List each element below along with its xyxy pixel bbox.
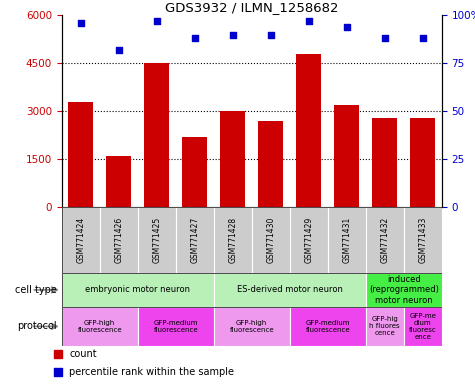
Bar (258, 121, 283, 207)
Bar (100, 207, 138, 273)
Point (153, 18, 161, 24)
Bar (410, 118, 435, 207)
Text: GSM771424: GSM771424 (76, 217, 85, 263)
Text: GFP-medium
fluorescence: GFP-medium fluorescence (305, 320, 350, 333)
Point (419, 35, 427, 41)
Text: percentile rank within the sample: percentile rank within the sample (69, 366, 234, 377)
Bar (366, 207, 404, 273)
Point (54, 369, 62, 375)
Text: induced
(reprogrammed)
motor neuron: induced (reprogrammed) motor neuron (369, 275, 439, 305)
Bar (252, 207, 290, 273)
Bar (290, 207, 328, 273)
Bar (62, 273, 214, 307)
Bar (182, 137, 207, 207)
Text: GSM771427: GSM771427 (190, 217, 199, 263)
Text: GFP-medium
fluorescence: GFP-medium fluorescence (153, 320, 198, 333)
Bar (214, 273, 366, 307)
Text: GFP-high
fluorescence: GFP-high fluorescence (229, 320, 274, 333)
Bar (290, 307, 366, 346)
Point (381, 35, 389, 41)
Text: GSM771431: GSM771431 (342, 217, 351, 263)
Point (191, 35, 199, 41)
Text: GSM771425: GSM771425 (152, 217, 161, 263)
Text: cell type: cell type (15, 285, 57, 295)
Text: GSM771433: GSM771433 (418, 217, 427, 263)
Bar (404, 207, 442, 273)
Text: GFP-me
dium
fluoresc
ence: GFP-me dium fluoresc ence (409, 313, 437, 340)
Bar (328, 207, 366, 273)
Point (54, 351, 62, 357)
Bar (176, 207, 214, 273)
Bar (68, 102, 93, 207)
Text: GSM771428: GSM771428 (228, 217, 237, 263)
Bar (138, 307, 214, 346)
Point (77, 20, 85, 26)
Bar (62, 307, 138, 346)
Bar (106, 156, 131, 207)
Bar (62, 207, 100, 273)
Bar (334, 105, 359, 207)
Bar (366, 307, 404, 346)
Text: GSM771429: GSM771429 (304, 217, 313, 263)
Text: count: count (69, 349, 97, 359)
Text: GFP-high
fluorescence: GFP-high fluorescence (77, 320, 122, 333)
Title: GDS3932 / ILMN_1258682: GDS3932 / ILMN_1258682 (165, 1, 339, 14)
Point (229, 31, 237, 38)
Point (343, 24, 351, 30)
Bar (296, 54, 321, 207)
Text: GSM771432: GSM771432 (380, 217, 389, 263)
Text: protocol: protocol (18, 321, 57, 331)
Point (267, 31, 275, 38)
Bar (220, 111, 245, 207)
Bar (372, 118, 397, 207)
Bar (214, 307, 290, 346)
Text: GFP-hig
h fluores
cence: GFP-hig h fluores cence (370, 316, 400, 336)
Text: embryonic motor neuron: embryonic motor neuron (85, 285, 190, 295)
Text: ES-derived motor neuron: ES-derived motor neuron (237, 285, 342, 295)
Text: GSM771430: GSM771430 (266, 217, 275, 263)
Bar (144, 63, 169, 207)
Point (115, 47, 123, 53)
Bar (138, 207, 176, 273)
Bar (214, 207, 252, 273)
Point (305, 18, 313, 24)
Bar (404, 307, 442, 346)
Bar (366, 273, 442, 307)
Text: GSM771426: GSM771426 (114, 217, 123, 263)
